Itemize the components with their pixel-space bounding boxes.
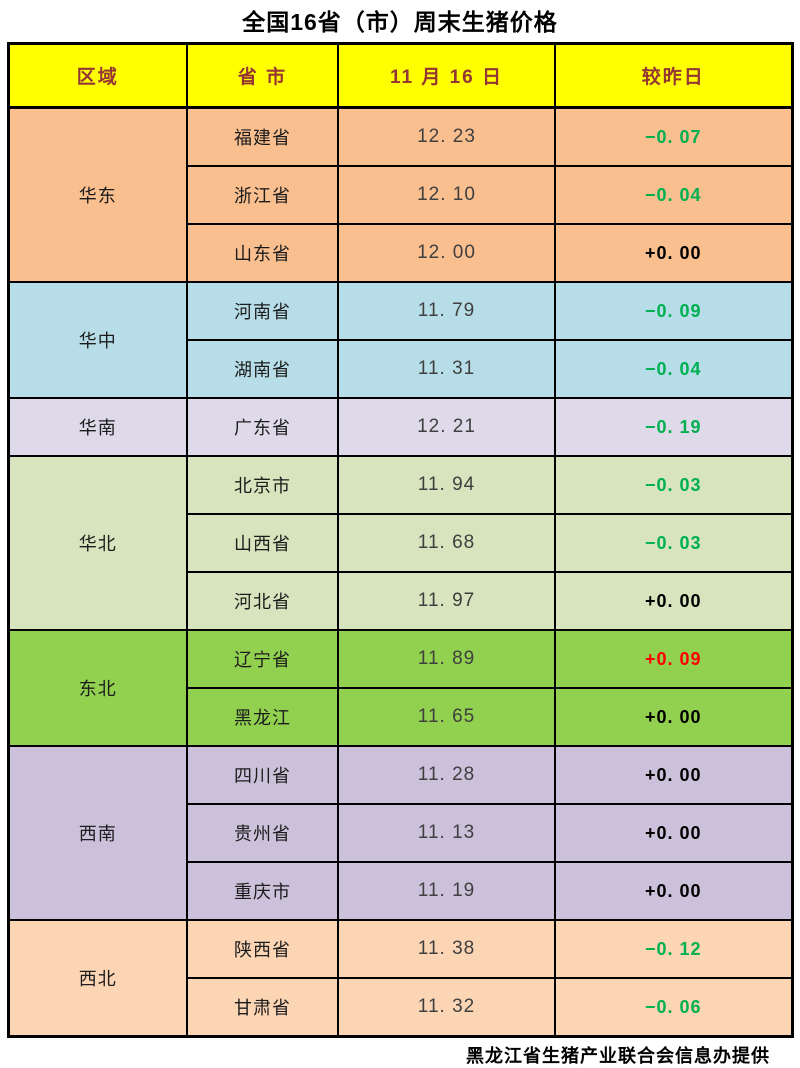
header-change: 较昨日 (554, 42, 793, 109)
province-cell: 甘肃省 (186, 977, 339, 1038)
table-row: 华中 河南省 11. 79 −0. 09 (7, 281, 793, 399)
change-cell: −0. 09 (554, 281, 793, 341)
table-row: 浙江省 12. 10 −0. 04 (8, 165, 793, 225)
table-row: 东北 辽宁省 11. 89 +0. 09 (7, 629, 793, 747)
province-cell: 河南省 (186, 281, 339, 341)
change-cell: +0. 09 (554, 629, 793, 689)
price-cell: 11. 13 (337, 803, 556, 863)
change-cell: +0. 00 (554, 745, 793, 805)
change-cell: −0. 03 (554, 513, 793, 573)
change-cell: +0. 00 (554, 223, 793, 283)
province-cell: 福建省 (186, 106, 339, 167)
price-cell: 12. 10 (337, 165, 556, 225)
page-title: 全国16省（市）周末生猪价格 (242, 9, 558, 35)
price-cell: 11. 28 (337, 745, 556, 805)
price-table-body: 华东 福建省 12. 23 −0. 07 浙江省 12. 10 −0. 04 山东省 12. 0… (7, 106, 793, 1038)
province-cell: 重庆市 (186, 861, 339, 921)
change-cell: +0. 00 (554, 861, 793, 921)
table-row: 西南 四川省 11. 28 +0. 00 (7, 745, 793, 921)
change-cell: −0. 06 (554, 977, 793, 1038)
change-cell: −0. 12 (554, 919, 793, 979)
source-attribution: 黑龙江省生猪产业联合会信息办提供 (466, 1046, 770, 1066)
region-cell: 华南 (7, 397, 188, 457)
table-row: 华北 北京市 11. 94 −0. 03 (7, 455, 793, 631)
change-cell: −0. 07 (554, 106, 793, 167)
province-cell: 山西省 (186, 513, 339, 573)
price-cell: 11. 97 (337, 571, 556, 631)
header-date: 11 月 16 日 (337, 42, 556, 109)
change-cell: −0. 04 (554, 165, 793, 225)
table-row: 黑龙江 11. 65 +0. 00 (8, 687, 793, 747)
table-row: 西北 陕西省 11. 38 −0. 12 (7, 919, 793, 1038)
price-cell: 11. 38 (337, 919, 556, 979)
price-cell: 11. 68 (337, 513, 556, 573)
price-cell: 12. 00 (337, 223, 556, 283)
table-row: 华东 福建省 12. 23 −0. 07 (7, 106, 793, 283)
change-cell: +0. 00 (554, 571, 793, 631)
header-row: 区域 省 市 11 月 16 日 较昨日 (7, 42, 793, 109)
province-cell: 湖南省 (186, 339, 339, 399)
region-cell: 东北 (7, 629, 188, 747)
pig-price-table: 区域 省 市 11 月 16 日 较昨日 华东 福建省 12. 23 −0. 07 浙江… (6, 42, 794, 1038)
region-cell: 西南 (7, 745, 188, 921)
province-cell: 山东省 (186, 223, 339, 283)
header-province: 省 市 (186, 42, 339, 109)
change-cell: −0. 04 (554, 339, 793, 399)
province-cell: 北京市 (186, 455, 339, 515)
province-cell: 浙江省 (186, 165, 339, 225)
change-cell: +0. 00 (554, 687, 793, 747)
region-cell: 华东 (7, 106, 188, 283)
price-cell: 11. 31 (337, 339, 556, 399)
price-cell: 12. 23 (337, 106, 556, 167)
price-cell: 11. 32 (337, 977, 556, 1038)
region-cell: 华北 (7, 455, 188, 631)
table-row: 华南 广东省 12. 21 −0. 19 (7, 397, 793, 457)
province-cell: 四川省 (186, 745, 339, 805)
change-cell: −0. 03 (554, 455, 793, 515)
province-cell: 陕西省 (186, 919, 339, 979)
price-cell: 12. 21 (337, 397, 556, 457)
header-region: 区域 (7, 42, 188, 109)
province-cell: 辽宁省 (186, 629, 339, 689)
change-cell: +0. 00 (554, 803, 793, 863)
price-cell: 11. 89 (337, 629, 556, 689)
price-cell: 11. 19 (337, 861, 556, 921)
province-cell: 广东省 (186, 397, 339, 457)
province-cell: 河北省 (186, 571, 339, 631)
price-cell: 11. 65 (337, 687, 556, 747)
region-cell: 西北 (7, 919, 188, 1038)
change-cell: −0. 19 (554, 397, 793, 457)
region-cell: 华中 (7, 281, 188, 399)
province-cell: 黑龙江 (186, 687, 339, 747)
price-cell: 11. 94 (337, 455, 556, 515)
price-cell: 11. 79 (337, 281, 556, 341)
province-cell: 贵州省 (186, 803, 339, 863)
